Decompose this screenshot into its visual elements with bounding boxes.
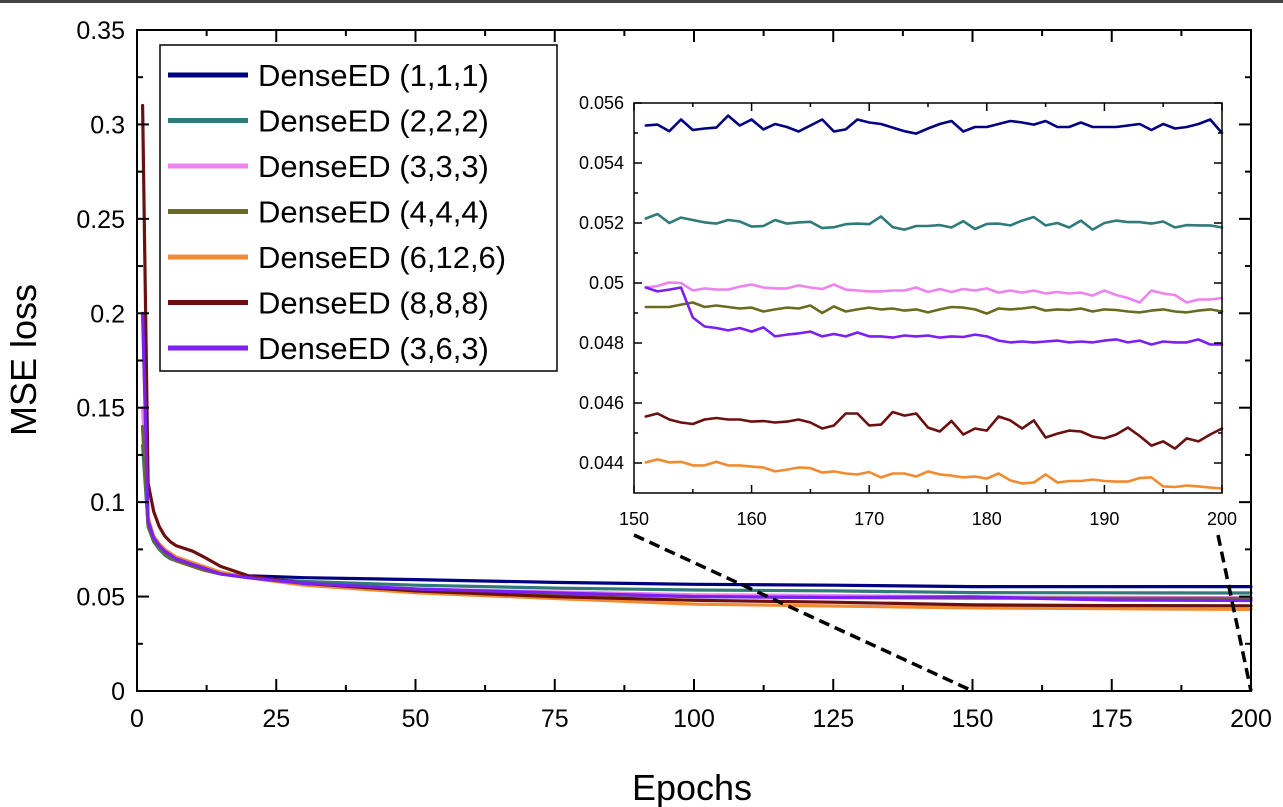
main-x-tick-label: 150	[952, 705, 994, 733]
main-x-tick-label: 75	[541, 705, 569, 733]
legend-label-denseed-4-4-4: DenseED (4,4,4)	[258, 195, 489, 230]
inset-x-tick-label: 190	[1089, 509, 1119, 529]
inset-series-group	[644, 114, 1224, 490]
inset-y-tick-label: 0.054	[579, 153, 624, 173]
main-plot: 0 25 50 75 100 125 150 175 200 0 0.05 0.1 0.15 0.2 0.2…	[76, 17, 1272, 733]
main-x-tick-label: 50	[402, 705, 430, 733]
inset-y-tick-label: 0.044	[579, 453, 624, 473]
legend-label-denseed-1-1-1: DenseED (1,1,1)	[258, 58, 489, 93]
main-y-tick-label: 0.15	[76, 395, 125, 423]
main-y-tick-label: 0.05	[76, 584, 125, 612]
x-axis-title: Epochs	[632, 767, 752, 807]
inset-background	[634, 103, 1222, 493]
main-series-group	[141, 103, 1253, 612]
main-y-tick-label: 0.2	[90, 300, 125, 328]
main-x-tick-label: 0	[130, 705, 144, 733]
inset-series-denseed-3-3-3	[644, 281, 1224, 304]
main-y-tick-label: 0.3	[90, 111, 125, 139]
zoom-connector-right	[1216, 534, 1253, 692]
inset-series-denseed-8-8-8	[644, 410, 1224, 450]
inset-y-tick-label: 0.056	[579, 93, 624, 113]
main-y-tick-label: 0	[111, 678, 125, 706]
inset-x-tick-label: 200	[1207, 509, 1237, 529]
main-y-tick-label: 0.25	[76, 206, 125, 234]
top-edge-bar	[0, 0, 1283, 3]
main-x-tick-label: 25	[262, 705, 290, 733]
inset-series-denseed-2-2-2	[644, 212, 1224, 231]
inset-y-tick-label: 0.05	[589, 273, 624, 293]
main-x-tick-label: 175	[1091, 705, 1133, 733]
inset-y-tick-label: 0.048	[579, 333, 624, 353]
main-y-tick-label: 0.1	[90, 489, 125, 517]
inset-x-tick-label: 160	[737, 509, 767, 529]
main-x-tick-label: 200	[1230, 705, 1272, 733]
main-x-tick-label: 100	[673, 705, 715, 733]
inset-x-tick-label: 150	[619, 509, 649, 529]
legend-label-denseed-8-8-8: DenseED (8,8,8)	[258, 286, 489, 321]
zoom-connector-lines	[633, 533, 1253, 693]
inset-series-denseed-3-6-3	[644, 286, 1224, 346]
legend-box	[159, 44, 558, 372]
zoom-connector-left	[633, 533, 974, 693]
inset-y-tick-label: 0.046	[579, 393, 624, 413]
legend-label-denseed-2-2-2: DenseED (2,2,2)	[258, 104, 489, 139]
inset-series-denseed-1-1-1	[644, 114, 1224, 135]
main-x-tick-label: 125	[812, 705, 854, 733]
legend-label-denseed-3-6-3: DenseED (3,6,3)	[258, 331, 489, 366]
main-y-tick-label: 0.35	[76, 17, 125, 45]
inset-y-tick-label: 0.052	[579, 213, 624, 233]
inset-x-tick-label: 180	[972, 509, 1002, 529]
legend-label-denseed-3-3-3: DenseED (3,3,3)	[258, 149, 489, 184]
main-series-denseed-3-6-3	[141, 311, 1253, 603]
inset-x-tick-label: 170	[854, 509, 884, 529]
inset-series-denseed-6-12-6	[644, 458, 1224, 490]
legend-label-denseed-6-12-6: DenseED (6,12,6)	[258, 240, 506, 275]
inset-plot: 150 160 170 180 190 200 0.044 0.046 0.048 0.05 0.0…	[579, 93, 1237, 529]
inset-series-denseed-4-4-4	[644, 301, 1224, 315]
legend: DenseED (1,1,1) DenseED (2,2,2) DenseED (3…	[159, 44, 558, 372]
main-series-denseed-8-8-8	[141, 103, 1253, 608]
y-axis-title: MSE loss	[3, 284, 44, 436]
